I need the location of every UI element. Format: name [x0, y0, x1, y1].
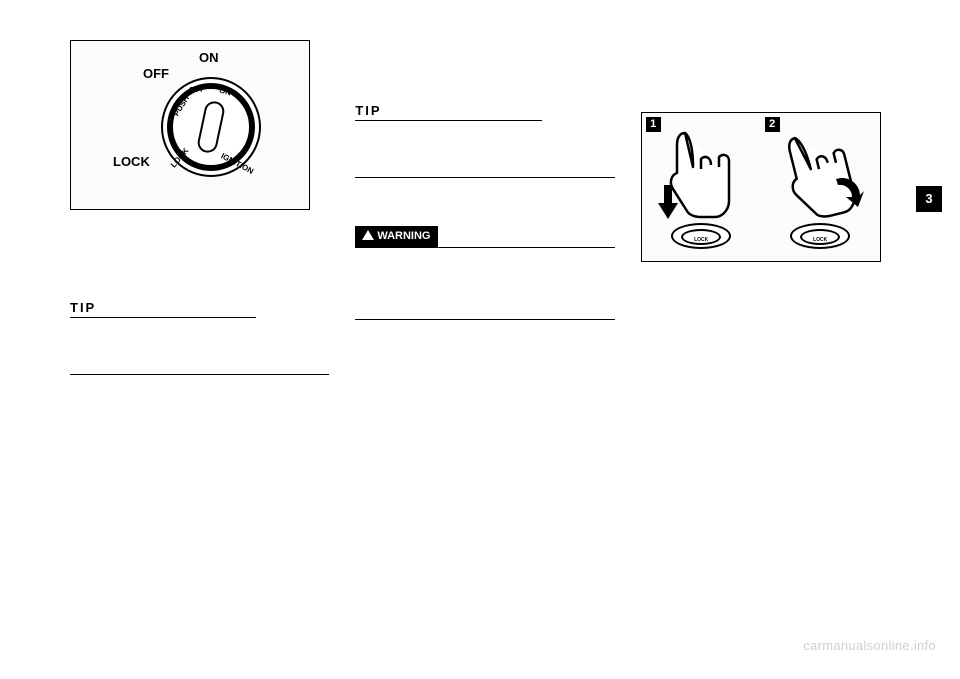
warning-badge: WARNING	[355, 226, 437, 247]
warning-heading-row: WARNING	[355, 226, 614, 248]
tip-heading: TIP	[70, 299, 256, 318]
caption-push: 1. Push.	[641, 266, 900, 281]
caption-turn: 2. Turn.	[641, 289, 900, 304]
watermark-text: carmanualsonline.info	[803, 638, 936, 653]
warning-triangle-icon	[362, 230, 374, 240]
key-push-turn-diagram: 1 LOCK 2	[641, 112, 881, 262]
manual-page: 3 ON OFF LOCK IGNITION OFF ON PUSH LOCK …	[0, 0, 960, 679]
arrow-down-icon	[658, 185, 678, 219]
divider-rule-3	[355, 319, 614, 320]
chapter-tab: 3	[916, 186, 942, 212]
ring-text-off: OFF	[189, 84, 206, 96]
tip-body-col1: The headlight comes on automatically whe…	[70, 322, 329, 367]
column-2: TIP The headlight comes on automatically…	[355, 40, 614, 381]
step-2-badge: 2	[765, 117, 780, 132]
hand-turn-icon	[774, 120, 866, 227]
warning-label: WARNING	[377, 230, 430, 242]
lock-ring-text-2: LOCK	[813, 237, 827, 244]
divider-rule-2	[355, 177, 614, 178]
off-description: All electrical systems are off. The key …	[355, 184, 614, 214]
content-columns: ON OFF LOCK IGNITION OFF ON PUSH LOCK Al…	[70, 40, 900, 381]
on-description: All electrical circuits are supplied wit…	[70, 224, 329, 283]
tip-body-col2: The headlight comes on automatically whe…	[355, 125, 614, 170]
column-3: 1 LOCK 2	[641, 40, 900, 381]
warning-text: Never turn the key to "OFF" or "LOCK" wh…	[355, 252, 614, 311]
arrow-turn-icon	[830, 175, 864, 209]
column-1: ON OFF LOCK IGNITION OFF ON PUSH LOCK Al…	[70, 40, 329, 381]
step-1-badge: 1	[646, 117, 661, 132]
label-on: ON	[199, 49, 219, 67]
push-panel: 1 LOCK	[642, 113, 761, 261]
ignition-switch-diagram: ON OFF LOCK IGNITION OFF ON PUSH LOCK	[70, 40, 310, 210]
label-lock: LOCK	[113, 153, 150, 171]
divider-rule	[70, 374, 329, 375]
lock-ring-text-1: LOCK	[694, 237, 708, 244]
turn-panel: 2 LOCK	[761, 113, 880, 261]
tip-heading-2: TIP	[355, 102, 541, 121]
label-off: OFF	[143, 65, 169, 83]
